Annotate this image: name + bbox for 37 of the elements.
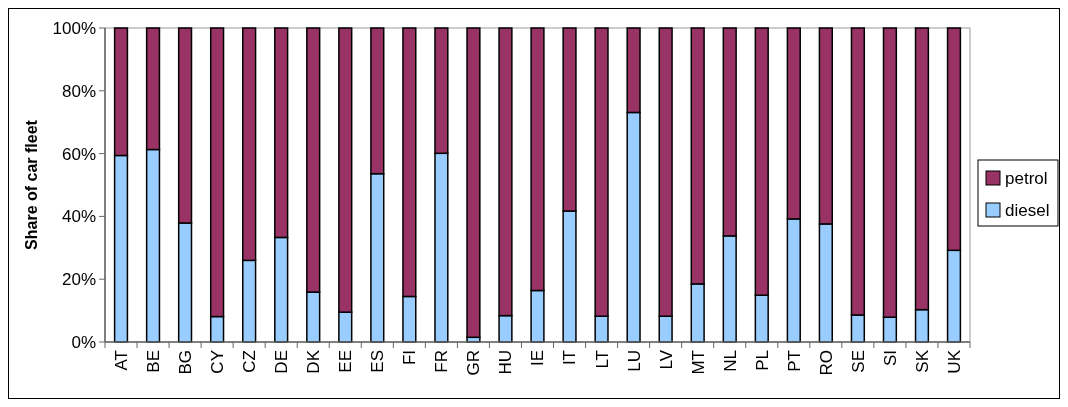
x-tick-label: MT <box>688 350 708 375</box>
x-tick-label: PL <box>752 350 772 371</box>
y-tick-label: 20% <box>61 270 96 290</box>
x-tick-label: BE <box>144 350 164 373</box>
x-tick-label: EE <box>336 350 356 373</box>
x-tick-label: DK <box>304 349 324 374</box>
x-tick-label: LV <box>656 349 676 370</box>
x-tick-label: SE <box>848 350 868 373</box>
x-tick-label: PT <box>784 350 804 372</box>
x-tick-label: FR <box>432 350 452 373</box>
legend-label: petrol <box>1005 168 1048 188</box>
x-tick-label: BG <box>176 350 196 375</box>
x-tick-label: SI <box>880 350 900 367</box>
y-tick-label: 40% <box>61 207 96 227</box>
y-axis-title: Share of car fleet <box>23 119 40 250</box>
x-tick-label: FI <box>400 350 420 366</box>
x-tick-label: LT <box>592 350 612 369</box>
x-tick-label: NL <box>720 350 740 372</box>
x-tick-label: ES <box>368 350 388 373</box>
y-tick-label: 80% <box>61 81 96 101</box>
x-tick-label: CZ <box>240 350 260 373</box>
x-tick-label: IT <box>560 350 580 366</box>
x-tick-label: IE <box>528 350 548 367</box>
y-tick-label: 100% <box>52 18 96 38</box>
x-tick-label: SK <box>912 349 932 373</box>
x-tick-label: AT <box>111 350 131 371</box>
y-tick-label: 0% <box>71 332 96 352</box>
x-tick-label: LU <box>624 350 644 372</box>
x-tick-label: HU <box>496 350 516 375</box>
x-tick-label: RO <box>816 350 836 376</box>
legend-label: diesel <box>1005 200 1050 220</box>
x-tick-label: DE <box>272 350 292 374</box>
x-tick-label: UK <box>944 349 964 374</box>
x-tick-label: CY <box>208 350 228 374</box>
bar <box>466 27 481 339</box>
y-tick-label: 60% <box>61 144 96 164</box>
x-tick-label: GR <box>464 350 484 376</box>
